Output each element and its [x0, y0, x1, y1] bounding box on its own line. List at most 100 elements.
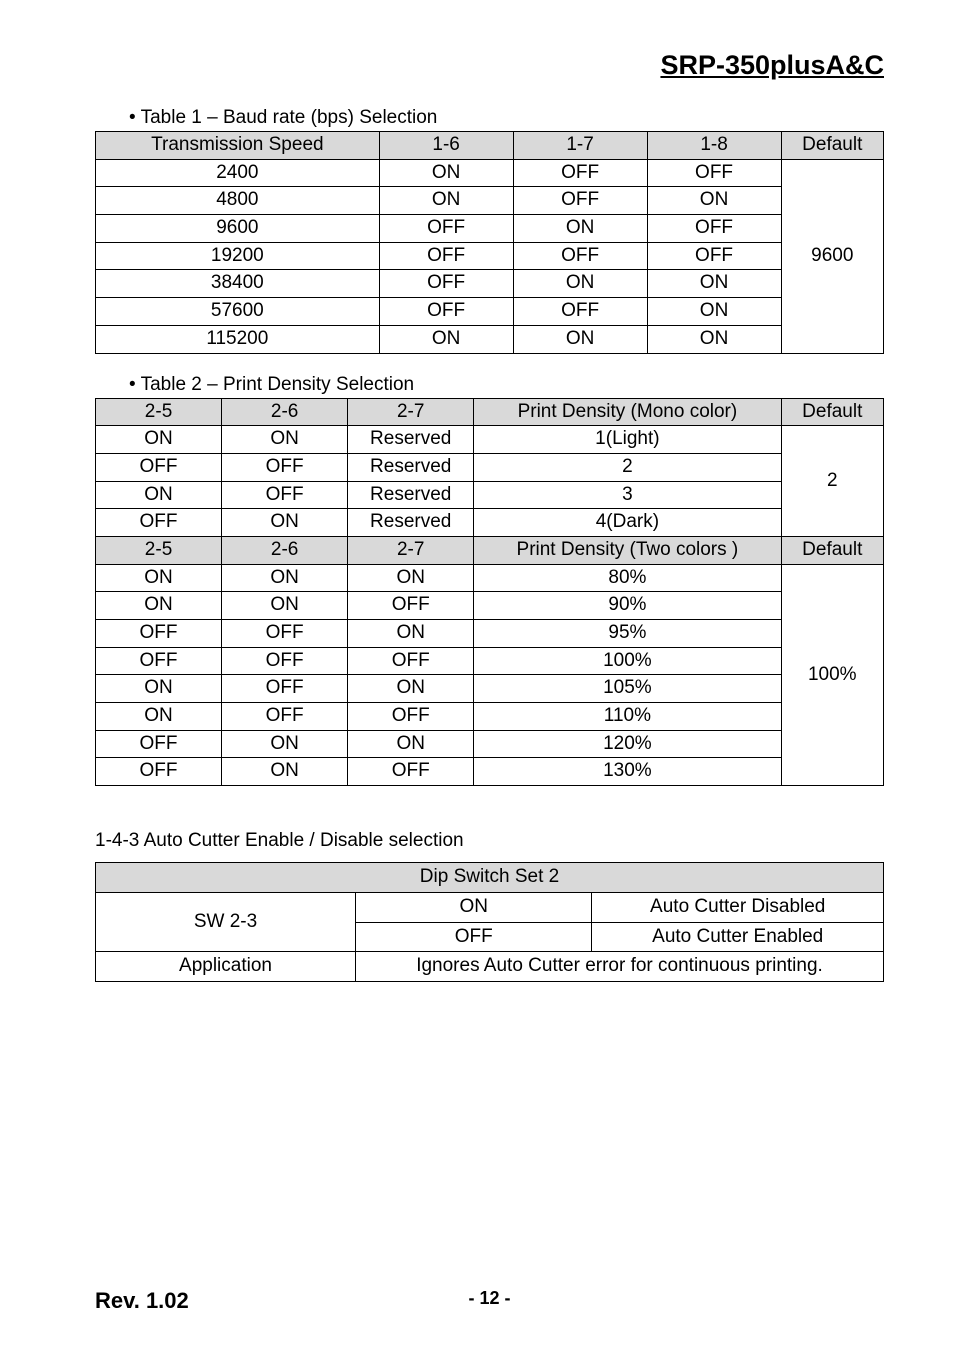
t3-sw23: SW 2-3 — [96, 892, 356, 951]
t1-r3c0: 19200 — [96, 242, 380, 270]
t1-h4: Default — [781, 132, 883, 160]
page-footer: Rev. 1.02 - 12 - — [95, 1288, 884, 1314]
t2a-r1c1: OFF — [222, 453, 348, 481]
t2b-h0: 2-5 — [96, 536, 222, 564]
t2a-r3c2: Reserved — [348, 509, 474, 537]
t2a-r0c2: Reserved — [348, 426, 474, 454]
t1-r5c2: OFF — [513, 298, 647, 326]
table1: Transmission Speed 1-6 1-7 1-8 Default 2… — [95, 131, 884, 354]
t1-r4c0: 38400 — [96, 270, 380, 298]
table2-caption: • Table 2 – Print Density Selection — [129, 374, 884, 396]
t2a-r0c1: ON — [222, 426, 348, 454]
t1-r1c0: 4800 — [96, 187, 380, 215]
t2b-r7c1: ON — [222, 758, 348, 786]
t1-r3c2: OFF — [513, 242, 647, 270]
t2a-h0: 2-5 — [96, 398, 222, 426]
t2b-r5c0: ON — [96, 703, 222, 731]
t2b-r2c3: 95% — [474, 620, 781, 648]
t3-app-desc: Ignores Auto Cutter error for continuous… — [356, 952, 884, 982]
t2a-h2: 2-7 — [348, 398, 474, 426]
table1-caption: • Table 1 – Baud rate (bps) Selection — [129, 107, 884, 129]
t2a-h3: Print Density (Mono color) — [474, 398, 781, 426]
t2b-r3c3: 100% — [474, 647, 781, 675]
t2b-h1: 2-6 — [222, 536, 348, 564]
t1-h2: 1-7 — [513, 132, 647, 160]
t2a-r0c0: ON — [96, 426, 222, 454]
t2b-r4c3: 105% — [474, 675, 781, 703]
t2a-r1c3: 2 — [474, 453, 781, 481]
t3-app: Application — [96, 952, 356, 982]
t2a-r3c3: 4(Dark) — [474, 509, 781, 537]
t2a-r1c0: OFF — [96, 453, 222, 481]
t2b-r6c2: ON — [348, 730, 474, 758]
t2a-r0c3: 1(Light) — [474, 426, 781, 454]
table3: Dip Switch Set 2 SW 2-3 ON Auto Cutter D… — [95, 862, 884, 982]
t2b-r6c3: 120% — [474, 730, 781, 758]
t1-r1c2: OFF — [513, 187, 647, 215]
t2a-r2c0: ON — [96, 481, 222, 509]
section-1-4-3-title: 1-4-3 Auto Cutter Enable / Disable selec… — [95, 830, 884, 852]
t2b-r7c3: 130% — [474, 758, 781, 786]
t1-r1c3: ON — [647, 187, 781, 215]
t1-r6c0: 115200 — [96, 325, 380, 353]
t1-r6c3: ON — [647, 325, 781, 353]
t1-default: 9600 — [781, 159, 883, 353]
t2b-r4c2: ON — [348, 675, 474, 703]
t1-r2c0: 9600 — [96, 215, 380, 243]
footer-rev: Rev. 1.02 — [95, 1288, 189, 1314]
t2b-h4: Default — [781, 536, 883, 564]
t2a-r3c0: OFF — [96, 509, 222, 537]
t2b-r1c1: ON — [222, 592, 348, 620]
t2a-r1c2: Reserved — [348, 453, 474, 481]
t2a-r2c1: OFF — [222, 481, 348, 509]
t2b-r7c2: OFF — [348, 758, 474, 786]
footer-page: - 12 - — [468, 1288, 510, 1309]
t1-h3: 1-8 — [647, 132, 781, 160]
table2: 2-5 2-6 2-7 Print Density (Mono color) D… — [95, 398, 884, 787]
t2b-h2: 2-7 — [348, 536, 474, 564]
t2b-r2c0: OFF — [96, 620, 222, 648]
t2b-r3c0: OFF — [96, 647, 222, 675]
t2a-r2c2: Reserved — [348, 481, 474, 509]
t1-r4c1: OFF — [379, 270, 513, 298]
t2b-r5c3: 110% — [474, 703, 781, 731]
t3-header: Dip Switch Set 2 — [96, 863, 884, 893]
t1-r0c2: OFF — [513, 159, 647, 187]
document-header: SRP-350plusA&C — [95, 50, 884, 81]
t2b-default: 100% — [781, 564, 883, 786]
t3-on: ON — [356, 892, 592, 922]
t2b-r0c3: 80% — [474, 564, 781, 592]
t2b-r2c2: ON — [348, 620, 474, 648]
t2a-h4: Default — [781, 398, 883, 426]
t1-h0: Transmission Speed — [96, 132, 380, 160]
t1-r4c3: ON — [647, 270, 781, 298]
t2a-r2c3: 3 — [474, 481, 781, 509]
t1-r3c1: OFF — [379, 242, 513, 270]
t3-on-desc: Auto Cutter Disabled — [592, 892, 884, 922]
t1-r5c1: OFF — [379, 298, 513, 326]
t2b-r1c0: ON — [96, 592, 222, 620]
t1-r0c0: 2400 — [96, 159, 380, 187]
t3-off-desc: Auto Cutter Enabled — [592, 922, 884, 952]
t2b-r0c1: ON — [222, 564, 348, 592]
t1-r4c2: ON — [513, 270, 647, 298]
t3-off: OFF — [356, 922, 592, 952]
t2b-r4c1: OFF — [222, 675, 348, 703]
t1-r5c0: 57600 — [96, 298, 380, 326]
t2a-h1: 2-6 — [222, 398, 348, 426]
t2b-r1c3: 90% — [474, 592, 781, 620]
t1-r6c2: ON — [513, 325, 647, 353]
t2b-r0c2: ON — [348, 564, 474, 592]
t1-r2c2: ON — [513, 215, 647, 243]
t2b-r6c0: OFF — [96, 730, 222, 758]
t2b-r0c0: ON — [96, 564, 222, 592]
t1-r3c3: OFF — [647, 242, 781, 270]
t2b-r5c2: OFF — [348, 703, 474, 731]
t2b-r3c1: OFF — [222, 647, 348, 675]
t1-r2c3: OFF — [647, 215, 781, 243]
t2b-r5c1: OFF — [222, 703, 348, 731]
t2b-h3: Print Density (Two colors ) — [474, 536, 781, 564]
t2b-r3c2: OFF — [348, 647, 474, 675]
t2a-default: 2 — [781, 426, 883, 537]
t2b-r4c0: ON — [96, 675, 222, 703]
